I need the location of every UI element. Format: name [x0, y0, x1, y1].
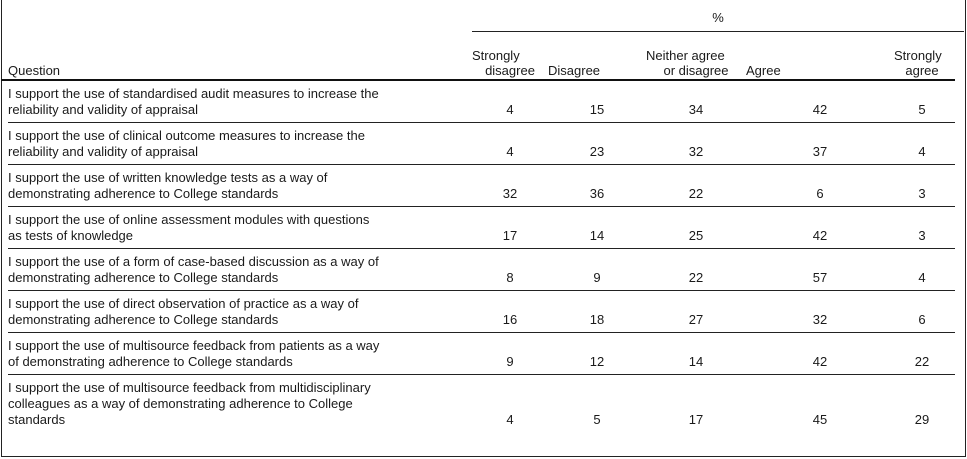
percent-cell: 9: [506, 354, 514, 369]
column-header-line: Strongly: [894, 48, 942, 63]
percent-cell: 6: [816, 186, 824, 201]
percent-cell: 5: [918, 102, 926, 117]
percent-cell: 25: [688, 228, 704, 243]
question-line: I support the use of multisource feedbac…: [8, 380, 371, 395]
column-header-line: Neither agree: [646, 48, 725, 63]
table-row: I support the use of direct observation …: [8, 291, 955, 333]
table-header-row: Question Strongly disagree Disagree Neither …: [8, 40, 950, 78]
question-line: I support the use of direct observation …: [8, 296, 359, 311]
table-row: I support the use of clinical outcome me…: [8, 123, 955, 165]
percent-cell: 6: [918, 312, 926, 327]
percent-cell: 4: [506, 144, 514, 159]
column-header-line: disagree: [485, 63, 535, 78]
percent-cell: 37: [812, 144, 828, 159]
column-header: Neither agree or disagree: [646, 48, 746, 78]
question-line: I support the use of a form of case-base…: [8, 254, 379, 269]
percent-cell: 12: [589, 354, 605, 369]
percent-cell: 45: [812, 412, 828, 427]
percent-cell: 22: [688, 186, 704, 201]
table-body: I support the use of standardised audit …: [8, 81, 955, 432]
table-row: I support the use of a form of case-base…: [8, 249, 955, 291]
column-header: Strongly disagree: [472, 48, 548, 78]
percent-cell: 22: [688, 270, 704, 285]
question-line: demonstrating adherence to College stand…: [8, 270, 279, 285]
question-line: demonstrating adherence to College stand…: [8, 186, 279, 201]
question-cell: I support the use of clinical outcome me…: [8, 128, 472, 160]
percent-cell: 3: [918, 228, 926, 243]
percent-cell: 9: [593, 270, 601, 285]
question-line: I support the use of multisource feedbac…: [8, 338, 380, 353]
percent-cell: 16: [502, 312, 518, 327]
question-line: of demonstrating adherence to College st…: [8, 354, 293, 369]
spanner-rule: [472, 31, 964, 32]
percent-cell: 14: [688, 354, 704, 369]
percent-cell: 5: [593, 412, 601, 427]
percent-cell: 34: [688, 102, 704, 117]
percent-cell: 29: [914, 412, 930, 427]
column-header-line: Question: [8, 63, 61, 78]
table-row: I support the use of multisource feedbac…: [8, 375, 955, 432]
question-cell: I support the use of direct observation …: [8, 296, 472, 328]
percent-cell: 32: [812, 312, 828, 327]
column-header: Agree: [746, 63, 894, 78]
question-line: as tests of knowledge: [8, 228, 134, 243]
column-header: Strongly agree: [894, 48, 950, 78]
question-line: standards: [8, 412, 66, 427]
question-cell: I support the use of multisource feedbac…: [8, 380, 472, 428]
question-cell: I support the use of online assessment m…: [8, 212, 472, 244]
percent-cell: 4: [918, 270, 926, 285]
table-row: I support the use of standardised audit …: [8, 81, 955, 123]
question-cell: I support the use of a form of case-base…: [8, 254, 472, 286]
question-line: reliability and validity of appraisal: [8, 102, 199, 117]
column-header-line: Strongly: [472, 48, 520, 63]
column-header: Question: [8, 63, 472, 78]
table-row: I support the use of written knowledge t…: [8, 165, 955, 207]
percent-cell: 4: [506, 412, 514, 427]
percent-cell: 22: [914, 354, 930, 369]
percent-spanner-header: %: [712, 10, 724, 25]
percent-cell: 18: [589, 312, 605, 327]
question-line: I support the use of clinical outcome me…: [8, 128, 365, 143]
percent-cell: 42: [812, 102, 828, 117]
column-header-line: agree: [905, 63, 939, 78]
percent-cell: 32: [502, 186, 518, 201]
percent-cell: 17: [688, 412, 704, 427]
percent-cell: 32: [688, 144, 704, 159]
percent-cell: 3: [918, 186, 926, 201]
percent-cell: 42: [812, 354, 828, 369]
question-line: colleagues as a way of demonstrating adh…: [8, 396, 353, 411]
percent-cell: 57: [812, 270, 828, 285]
question-line: reliability and validity of appraisal: [8, 144, 199, 159]
question-line: demonstrating adherence to College stand…: [8, 312, 279, 327]
table-row: I support the use of multisource feedbac…: [8, 333, 955, 375]
percent-cell: 23: [589, 144, 605, 159]
percent-cell: 17: [502, 228, 518, 243]
percent-cell: 15: [589, 102, 605, 117]
percent-cell: 14: [589, 228, 605, 243]
table-row: I support the use of online assessment m…: [8, 207, 955, 249]
column-header: Disagree: [548, 63, 646, 78]
question-line: I support the use of standardised audit …: [8, 86, 379, 101]
question-line: I support the use of online assessment m…: [8, 212, 370, 227]
percent-cell: 8: [506, 270, 514, 285]
question-line: I support the use of written knowledge t…: [8, 170, 328, 185]
percent-cell: 42: [812, 228, 828, 243]
column-header-line: or disagree: [663, 63, 729, 78]
header-rule: [1, 79, 955, 81]
percent-cell: 4: [506, 102, 514, 117]
question-cell: I support the use of standardised audit …: [8, 86, 472, 118]
percent-cell: 4: [918, 144, 926, 159]
column-header-line: Agree: [746, 63, 781, 78]
question-cell: I support the use of multisource feedbac…: [8, 338, 472, 370]
percent-cell: 27: [688, 312, 704, 327]
percent-cell: 36: [589, 186, 605, 201]
column-header-line: Disagree: [548, 63, 601, 78]
question-cell: I support the use of written knowledge t…: [8, 170, 472, 202]
